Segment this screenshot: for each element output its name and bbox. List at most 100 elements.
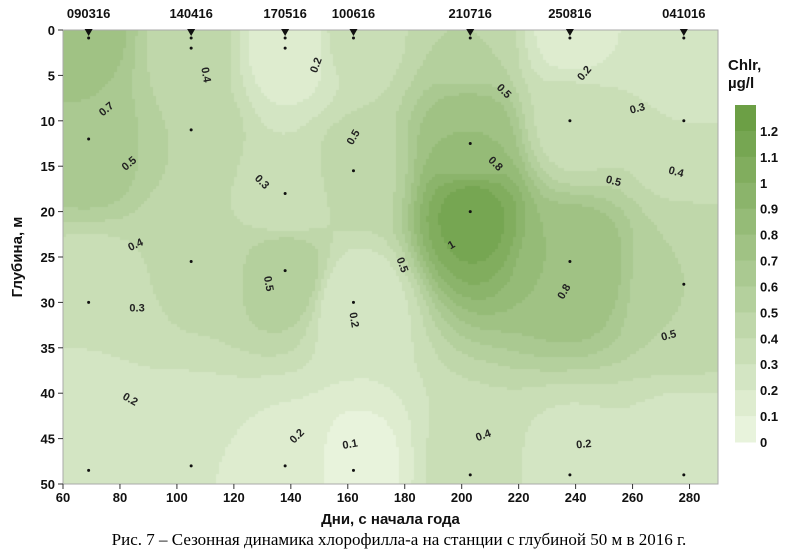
colorbar-tick-label: 0.6 — [760, 279, 778, 294]
contour-label: 0.5 — [660, 328, 678, 344]
sample-point — [468, 142, 472, 145]
contour-field — [63, 30, 718, 484]
colorbar-swatch — [735, 130, 756, 158]
station-marker — [679, 29, 688, 36]
contour-label: 0.4 — [474, 427, 493, 444]
sample-point — [351, 300, 355, 304]
colorbar-tick-label: 0.8 — [760, 228, 778, 243]
contour-label: 0.5 — [345, 128, 363, 147]
colorbar-tick-label: 0.9 — [760, 202, 778, 217]
colorbar-swatch — [735, 182, 756, 210]
contour-label: 0.4 — [198, 66, 213, 84]
x-tick-label: 60 — [56, 490, 70, 505]
station-marker — [84, 29, 93, 36]
colorbar-tick-label: 0 — [760, 435, 767, 450]
contour-label: 0.2 — [576, 438, 592, 451]
colorbar-swatch — [735, 208, 756, 236]
colorbar-tick-label: 0.1 — [760, 409, 778, 424]
colorbar-tick-label: 0.4 — [760, 331, 779, 346]
sample-point — [468, 36, 472, 40]
contour-label: 0.2 — [575, 64, 594, 83]
contour-label: 0.2 — [288, 427, 307, 446]
sample-point — [468, 210, 472, 214]
sample-point — [568, 260, 572, 264]
sample-point — [351, 169, 355, 173]
contour-label: 0.4 — [126, 236, 146, 254]
sample-point — [682, 473, 686, 477]
x-axis-label: Дни, с начала года — [321, 511, 460, 528]
station-label: 250816 — [548, 6, 591, 21]
y-tick-label: 25 — [41, 250, 55, 265]
sample-point — [87, 468, 91, 472]
contour-label: 0.3 — [252, 173, 271, 192]
colorbar-swatch — [735, 234, 756, 262]
colorbar-tick-label: 0.7 — [760, 254, 778, 269]
y-tick-label: 10 — [41, 114, 55, 129]
y-tick-label: 50 — [41, 477, 55, 492]
station-label: 170516 — [263, 6, 306, 21]
contour-label: 0.4 — [667, 165, 686, 181]
x-tick-label: 180 — [394, 490, 416, 505]
sample-point — [283, 269, 287, 273]
contour-label: 0.3 — [629, 101, 647, 117]
sample-point — [283, 36, 287, 40]
x-tick-label: 100 — [166, 490, 188, 505]
station-label: 041016 — [662, 6, 705, 21]
x-tick-label: 240 — [565, 490, 587, 505]
sample-point — [189, 36, 193, 40]
colorbar-swatch — [735, 390, 756, 417]
y-tick-label: 40 — [41, 386, 55, 401]
contour-label: 0.5 — [494, 82, 513, 101]
figure-caption: Рис. 7 – Сезонная динамика хлорофилла-а … — [111, 530, 687, 549]
colorbar-swatch — [735, 364, 756, 391]
colorbar-swatch — [735, 156, 756, 184]
sample-point — [189, 46, 193, 50]
station-label: 140416 — [169, 6, 212, 21]
station-marker — [281, 29, 290, 36]
station-marker — [187, 29, 196, 36]
sample-point — [283, 46, 287, 50]
sample-point — [682, 119, 686, 123]
sample-point — [283, 464, 287, 468]
contour-label: 0.5 — [120, 154, 139, 173]
sample-point — [351, 468, 355, 472]
colorbar-swatch — [735, 105, 756, 132]
colorbar-swatch — [735, 260, 756, 287]
station-marker — [565, 29, 574, 36]
y-tick-label: 35 — [41, 341, 55, 356]
contour-label: 0.8 — [485, 154, 504, 173]
station-label: 210716 — [449, 6, 492, 21]
contour-label: 0.5 — [394, 256, 411, 274]
sample-point — [189, 128, 193, 132]
colorbar-swatch — [735, 312, 756, 339]
sample-point — [682, 282, 686, 286]
contour-label: 0.2 — [308, 56, 325, 74]
x-tick-label: 80 — [113, 490, 127, 505]
colorbar-tick-label: 1.2 — [760, 124, 778, 139]
colorbar-tick-label: 0.2 — [760, 383, 778, 398]
colorbar-tick-label: 1.1 — [760, 150, 778, 165]
colorbar-swatch — [735, 416, 756, 443]
y-tick-label: 5 — [48, 68, 55, 83]
sample-point — [189, 260, 193, 264]
sample-point — [189, 464, 193, 468]
chart-svg: 60 80 100 120 140 160 180 200 220 240 260 280051015… — [9, 6, 779, 528]
sample-point — [682, 36, 686, 40]
sample-point — [87, 36, 91, 40]
colorbar-swatch — [735, 286, 756, 313]
contour-label: 1 — [446, 239, 457, 252]
sample-point — [568, 119, 572, 123]
contour-label: 0.3 — [129, 302, 144, 314]
sample-point — [87, 137, 91, 141]
station-marker — [466, 29, 475, 36]
y-tick-label: 45 — [41, 432, 55, 447]
x-tick-label: 200 — [451, 490, 473, 505]
station-marker — [349, 29, 358, 36]
contour-label: 0.2 — [120, 391, 139, 409]
y-tick-label: 30 — [41, 295, 55, 310]
sample-point — [468, 473, 472, 477]
sample-point — [87, 300, 91, 304]
colorbar-tick-label: 0.5 — [760, 305, 778, 320]
y-tick-label: 20 — [41, 205, 55, 220]
